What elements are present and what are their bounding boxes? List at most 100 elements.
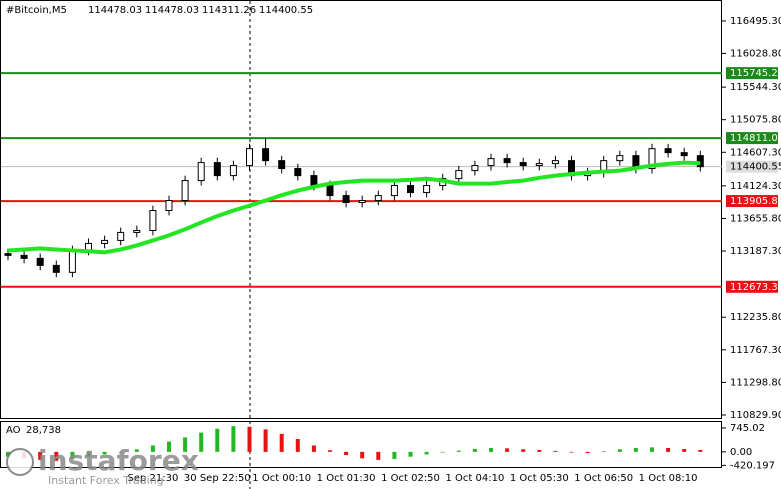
candle-body (20, 254, 28, 259)
ao-bar (6, 451, 10, 457)
level-label-box (726, 67, 778, 80)
candle-body (390, 185, 398, 197)
header-value: 114478.03 (88, 5, 142, 16)
candle-body (503, 158, 511, 164)
candle-body (487, 158, 495, 167)
candle-body (262, 148, 270, 162)
candle-body (374, 195, 382, 201)
x-tick-label: 1 Oct 04:10 (445, 473, 504, 484)
ao-bar (70, 451, 75, 459)
candle-body (310, 175, 318, 187)
y-tick-label: 111767.30 (730, 345, 781, 356)
ao-bar (199, 432, 204, 452)
current-price-label: 114400.55 (730, 162, 781, 173)
y-tick-label: -420.197 (730, 460, 775, 471)
candle-body (616, 155, 624, 162)
ao-bar (456, 450, 461, 452)
level-label: 112673.36 (730, 282, 781, 293)
ao-bar (279, 433, 284, 452)
ao-bar (617, 449, 622, 452)
ao-bar (537, 449, 542, 452)
y-tick-label: 115075.80 (730, 115, 781, 126)
level-label: 115745.22 (730, 68, 781, 79)
ao-bar (424, 451, 429, 455)
ao-bar (489, 448, 493, 452)
candle-body (423, 185, 431, 194)
ao-bar (328, 450, 332, 452)
ao-bar (295, 439, 300, 452)
y-tick-label: 115544.30 (730, 82, 781, 93)
x-tick-label: 30 Sep 22:50 (184, 473, 251, 484)
y-tick-label: 112235.80 (730, 312, 781, 323)
candle-body (197, 162, 205, 182)
level-label: 113905.84 (730, 196, 781, 207)
y-tick-label: 745.02 (730, 423, 765, 434)
ao-bar (585, 451, 590, 454)
current-price-box (726, 160, 778, 173)
ao-bar (650, 447, 654, 452)
header-value: 114311.26 (202, 5, 256, 16)
x-tick-label: Sep 21:30 (127, 473, 178, 484)
x-tick-label: 1 Oct 01:30 (317, 473, 376, 484)
logo-icon (6, 448, 34, 476)
brand-tagline: Instant Forex Trading (48, 474, 164, 487)
x-tick-label: 1 Oct 00:10 (252, 473, 311, 484)
ao-bar (553, 450, 558, 452)
ao-bar (134, 449, 139, 452)
ao-bar (167, 441, 171, 452)
level-label-box (726, 195, 778, 208)
candle-body (294, 168, 302, 177)
candle-body (278, 160, 286, 170)
candle-body (471, 165, 479, 172)
ao-bar (118, 451, 123, 453)
ao-bar (38, 451, 43, 460)
ao-bar (601, 451, 606, 452)
x-tick-label: 1 Oct 06:50 (574, 473, 633, 484)
level-label-box (726, 280, 778, 293)
logo: instaforex Instant Forex Trading (6, 444, 199, 487)
ao-bar (54, 451, 59, 461)
candle-body (680, 152, 688, 157)
moving-average (7, 160, 701, 255)
x-tick-label: 1 Oct 08:10 (639, 473, 698, 484)
price-frame (0, 0, 722, 419)
ao-bar (472, 448, 477, 452)
ao-bar (392, 451, 397, 459)
ao-bar (666, 448, 671, 452)
candle-body (101, 239, 109, 244)
ao-bar (633, 448, 638, 452)
candle-body (181, 180, 189, 201)
ao-bar (505, 448, 510, 452)
y-tick-label: 113187.30 (730, 246, 781, 257)
ao-bar (344, 451, 349, 456)
ao-bar (215, 428, 220, 452)
ao-bar (102, 451, 107, 455)
brand-name: instaforex (38, 444, 199, 477)
candle-body (68, 249, 76, 273)
x-tick-label: 1 Oct 05:30 (510, 473, 569, 484)
ao-bar (231, 426, 236, 452)
candle-body (535, 163, 543, 167)
y-tick-label: 113655.80 (730, 213, 781, 224)
candle-body (229, 165, 237, 177)
ao-bar (440, 451, 445, 453)
y-tick-label: 110829.90 (730, 410, 781, 421)
header-value: 114478.03 (145, 5, 199, 16)
ao-bar (311, 445, 316, 452)
header-value: 114400.55 (259, 5, 313, 16)
candle-body (455, 170, 463, 180)
y-tick-label: 114124.30 (730, 181, 781, 192)
candle-body (165, 199, 173, 212)
ao-bar (376, 451, 381, 460)
ao-bar (150, 445, 155, 452)
ao-bar (521, 449, 526, 452)
candle-body (326, 185, 334, 197)
candle-body (133, 229, 141, 233)
ao-bar (86, 451, 91, 457)
candle-body (36, 257, 44, 266)
chart-title: #Bitcoin,M5 (6, 5, 67, 16)
y-tick-label: 111298.80 (730, 377, 781, 388)
level-label: 114811.04 (730, 133, 781, 144)
level-label-box (726, 132, 778, 145)
ao-value: 28,738 (26, 425, 61, 436)
